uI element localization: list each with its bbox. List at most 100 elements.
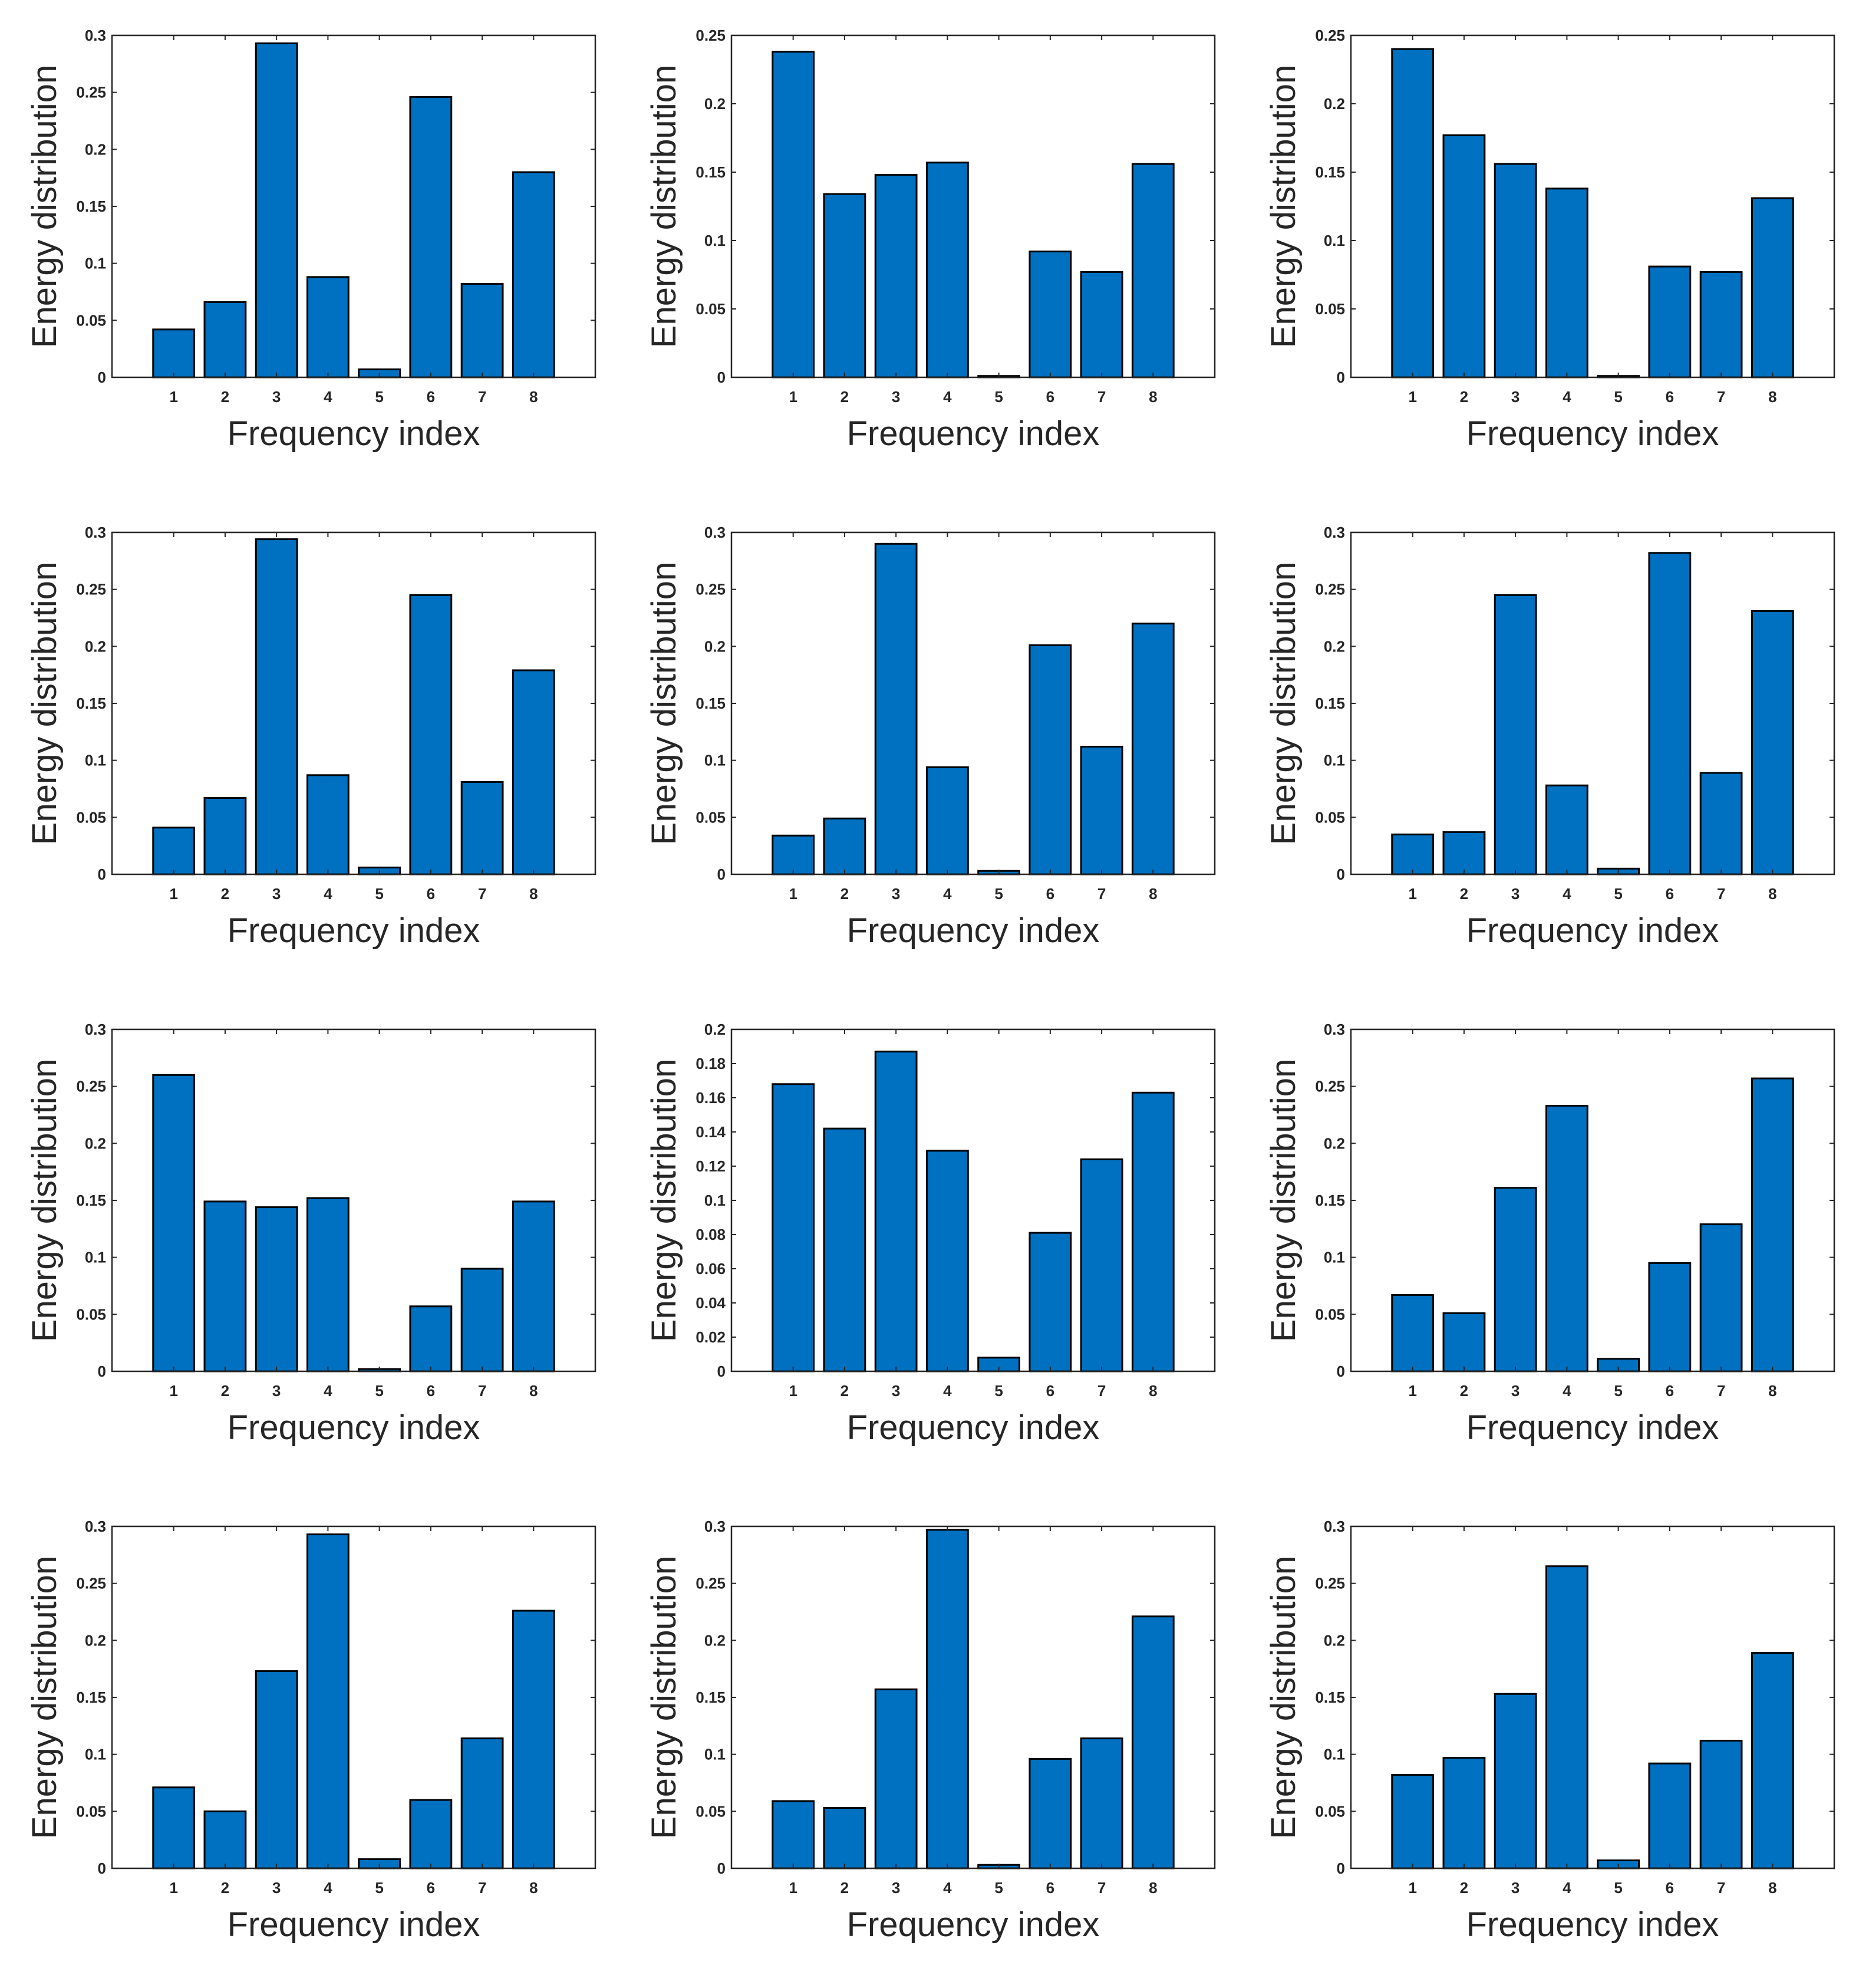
x-tick-label: 7 (1717, 388, 1725, 406)
bar-chart: 1 2 3 4 5 6 7 8 0 0.05 0.1 0.15 0.2 0.25 0.3 Frequency … (645, 1518, 1216, 1944)
bar-8 (1751, 610, 1794, 875)
bar-2 (823, 1127, 866, 1372)
bar-4 (925, 1529, 969, 1869)
y-tick-label: 0.25 (1315, 1078, 1345, 1095)
y-tick-label: 0.15 (1315, 163, 1345, 181)
y-tick-label: 0 (1337, 1859, 1345, 1877)
y-tick-label: 0.05 (696, 300, 726, 318)
bar-8 (1751, 1077, 1794, 1372)
y-tick-label: 0.08 (696, 1226, 726, 1243)
x-tick-label: 5 (994, 1879, 1003, 1897)
y-tick-label: 0.05 (76, 311, 106, 329)
y-axis-label: Energy distribution (25, 65, 64, 348)
x-tick-label: 4 (943, 1382, 952, 1400)
x-tick-label: 6 (1666, 1879, 1674, 1897)
bar-3 (874, 1688, 918, 1869)
bar-8 (512, 1610, 555, 1869)
y-tick-label: 0.3 (1324, 1518, 1345, 1535)
x-tick-label: 8 (1768, 885, 1776, 903)
bar-2 (203, 796, 247, 875)
x-tick-label: 4 (324, 885, 332, 903)
bar-2 (203, 1200, 247, 1372)
x-tick-label: 2 (1460, 1382, 1468, 1400)
bar-3 (1494, 163, 1537, 378)
bar-1 (1391, 48, 1435, 378)
y-tick-label: 0.25 (1315, 1575, 1345, 1592)
bar-1 (152, 1074, 196, 1372)
x-tick-label: 5 (1614, 1382, 1622, 1400)
y-tick-label: 0.3 (85, 1021, 106, 1038)
x-tick-label: 8 (1768, 1879, 1776, 1897)
x-tick-label: 3 (272, 388, 281, 406)
x-tick-label: 6 (1666, 388, 1674, 406)
y-tick-label: 0.15 (1315, 695, 1345, 712)
x-tick-label: 7 (1717, 1879, 1725, 1897)
x-tick-label: 3 (892, 1382, 900, 1400)
x-tick-label: 8 (529, 885, 538, 903)
y-tick-label: 0.1 (1324, 752, 1345, 769)
y-tick-label: 0.1 (85, 255, 106, 272)
bar-chart: 1 2 3 4 5 6 7 8 0 0.05 0.1 0.15 0.2 0.25 0.3 Frequency … (25, 27, 596, 453)
bar-1 (152, 827, 196, 875)
x-tick-label: 5 (375, 885, 383, 903)
x-tick-label: 7 (478, 885, 486, 903)
x-tick-label: 7 (478, 1879, 486, 1897)
bar-1 (772, 834, 815, 875)
x-axis-label: Frequency index (847, 414, 1100, 453)
bar-8 (512, 669, 555, 875)
x-tick-label: 3 (892, 885, 900, 903)
x-tick-label: 7 (1717, 885, 1725, 903)
y-axis-label: Energy distribution (1264, 65, 1303, 348)
bar-8 (1751, 197, 1794, 378)
x-tick-label: 7 (478, 388, 486, 406)
x-tick-label: 3 (1511, 885, 1519, 903)
x-tick-label: 2 (1460, 1879, 1468, 1897)
x-tick-label: 8 (1149, 885, 1157, 903)
bar-7 (1080, 745, 1123, 875)
y-tick-label: 0.05 (1315, 1305, 1345, 1323)
x-axis-label: Frequency index (228, 911, 480, 950)
x-tick-label: 1 (789, 1382, 797, 1400)
y-tick-label: 0.16 (696, 1089, 726, 1107)
y-tick-label: 0.2 (704, 95, 726, 113)
y-tick-label: 0.05 (1315, 1802, 1345, 1820)
bar-3 (874, 174, 918, 378)
x-tick-label: 5 (1614, 1879, 1622, 1897)
bar-1 (772, 1800, 815, 1869)
y-axis-label: Energy distribution (1264, 562, 1303, 845)
y-tick-label: 0.04 (696, 1294, 726, 1312)
x-tick-label: 1 (789, 388, 797, 406)
bar-chart: 1 2 3 4 5 6 7 8 0 0.05 0.1 0.15 0.2 0.25 0.3 Frequency … (645, 524, 1216, 950)
x-tick-label: 1 (789, 1879, 797, 1897)
bar-7 (460, 1737, 504, 1869)
y-axis-label: Energy distribution (645, 65, 683, 348)
y-tick-label: 0.25 (76, 1575, 106, 1592)
y-tick-label: 0.05 (1315, 808, 1345, 826)
y-tick-label: 0.1 (85, 752, 106, 769)
x-tick-label: 2 (221, 1879, 229, 1897)
bar-8 (1131, 623, 1175, 875)
x-tick-label: 4 (324, 1879, 332, 1897)
bar-4 (925, 1150, 969, 1372)
y-tick-label: 0.25 (76, 581, 106, 598)
bar-chart: 1 2 3 4 5 6 7 8 0 0.05 0.1 0.15 0.2 0.25 Frequency ind… (645, 27, 1216, 453)
bar-7 (1080, 1158, 1123, 1372)
y-tick-label: 0.2 (1324, 1134, 1345, 1152)
bar-1 (152, 328, 196, 378)
bar-chart: 1 2 3 4 5 6 7 8 0 0.05 0.1 0.15 0.2 0.25 0.3 Frequency … (1264, 1021, 1835, 1447)
x-axis-label: Frequency index (1466, 1408, 1719, 1447)
x-tick-label: 2 (1460, 885, 1468, 903)
bar-1 (772, 1083, 815, 1372)
bar-chart: 1 2 3 4 5 6 7 8 0 0.05 0.1 0.15 0.2 0.25 0.3 Frequency … (25, 1021, 596, 1447)
bar-2 (1442, 134, 1486, 378)
bar-3 (874, 542, 918, 875)
x-tick-label: 4 (1563, 1879, 1571, 1897)
bar-1 (1391, 1293, 1435, 1372)
y-tick-label: 0 (98, 1362, 106, 1380)
bar-4 (1545, 187, 1588, 378)
x-tick-label: 1 (169, 1382, 177, 1400)
x-axis-label: Frequency index (847, 1905, 1100, 1944)
x-tick-label: 1 (169, 885, 177, 903)
bar-4 (1545, 1105, 1588, 1372)
y-axis-label: Energy distribution (1264, 1556, 1303, 1839)
